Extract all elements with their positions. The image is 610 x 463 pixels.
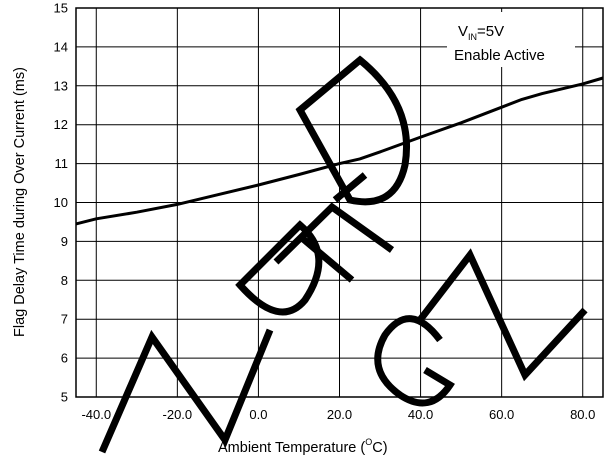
x-tick-label: 20.0 — [327, 407, 352, 422]
x-axis-title-end: C) — [372, 440, 387, 456]
x-tick-label: 0.0 — [249, 407, 267, 422]
x-tick-label: -20.0 — [163, 407, 193, 422]
x-axis-title-main: Ambient Temperature ( — [218, 440, 365, 456]
annotation-line2: Enable Active — [454, 47, 545, 64]
watermark-e — [273, 172, 395, 283]
x-tick-label: 40.0 — [408, 407, 433, 422]
y-tick-label: 11 — [55, 156, 69, 171]
y-tick-label: 14 — [54, 39, 68, 54]
watermark-d2 — [295, 55, 411, 206]
y-tick-label: 8 — [61, 273, 68, 288]
y-tick-label: 10 — [54, 195, 68, 210]
series-line — [75, 76, 604, 226]
x-axis-title: Ambient Temperature (OC) — [218, 437, 388, 456]
watermark-n — [98, 328, 274, 454]
plot-frame — [75, 7, 604, 398]
y-axis-title: Flag Delay Time during Over Current (ms) — [12, 67, 28, 337]
y-tick-label: 15 — [54, 1, 68, 16]
annotation-background — [447, 12, 575, 67]
x-tick-label: -40.0 — [81, 407, 111, 422]
y-tick-labels: 5 6 7 8 9 10 11 12 13 14 15 — [54, 1, 68, 405]
y-tick-label: 5 — [61, 390, 68, 405]
y-tick-label: 7 — [61, 312, 68, 327]
y-tick-label: 9 — [61, 234, 68, 249]
watermark-g — [374, 315, 455, 407]
annotation-box: VIN=5V Enable Active — [447, 12, 575, 67]
y-tick-label: 13 — [54, 78, 68, 93]
annotation-end: =5V — [477, 23, 504, 40]
annotation-v: V — [458, 23, 468, 40]
x-axis-title-sup: O — [365, 437, 372, 447]
annotation-sub: IN — [468, 32, 477, 42]
x-tick-label: 60.0 — [489, 407, 514, 422]
not-recommended-watermark — [98, 55, 588, 454]
y-tick-label: 6 — [61, 351, 68, 366]
watermark-d — [235, 220, 323, 316]
x-tick-labels: -40.0 -20.0 0.0 20.0 40.0 60.0 80.0 — [81, 407, 595, 422]
watermark-n2 — [417, 248, 588, 382]
x-tick-label: 80.0 — [570, 407, 595, 422]
y-tick-label: 12 — [54, 117, 68, 132]
annotation-line1: VIN=5V — [458, 23, 504, 42]
